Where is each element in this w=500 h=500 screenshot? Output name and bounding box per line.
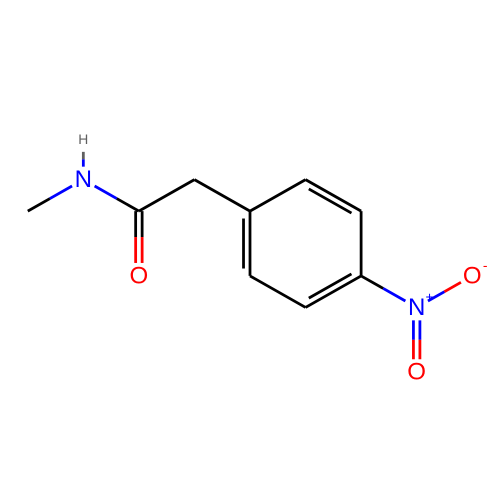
- charge-label: +: [426, 288, 434, 304]
- bonds-group: [28, 152, 461, 359]
- atom-N: N: [408, 294, 425, 321]
- atom-N: N: [75, 166, 92, 193]
- atom-H: H: [78, 131, 88, 147]
- atom-O: O: [463, 262, 482, 289]
- atom-O: O: [407, 359, 426, 386]
- atom-O: O: [130, 262, 149, 289]
- charge-label: -: [483, 257, 488, 273]
- molecule-diagram: NHON+O-O: [0, 0, 500, 500]
